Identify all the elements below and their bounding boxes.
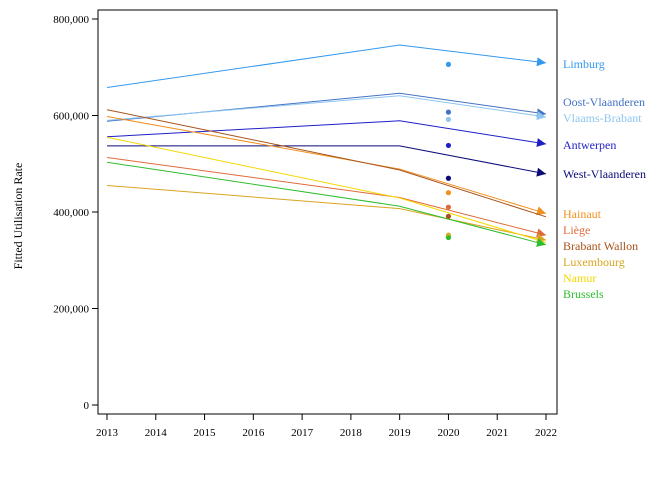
series-line-brabant-wallon [106,109,547,218]
series-label: Antwerpen [563,138,616,152]
x-tick-label: 2019 [389,427,412,439]
point-2020 [445,190,452,196]
x-tick-label: 2018 [340,427,363,439]
point-2020 [445,109,452,115]
plot-frame [97,9,558,415]
series-label: Oost-Vlaanderen [563,95,645,109]
series-label: Limburg [563,57,605,71]
points-layer [445,61,452,241]
series-arrowhead [536,138,546,148]
series-line-luxembourg [106,184,547,241]
y-axis-title: Fitted Utilisation Rate [11,163,25,270]
point-2020 [445,204,452,210]
series-line-hainaut [106,115,547,214]
series-label: West-Vlaanderen [563,167,646,181]
y-axis: 0 200,000 400,000 600,000 800,000 [53,14,98,412]
series-arrowhead [536,206,546,216]
series-label: Liège [563,223,590,237]
x-tick-label: 2014 [145,427,168,439]
series-arrowhead [536,57,546,67]
point-2020 [445,234,452,241]
y-tick-label: 800,000 [53,14,89,26]
series-layer [106,44,547,247]
series-labels: Limburg Oost-Vlaanderen Vlaams-Brabant Antw… [563,57,646,301]
x-tick-label: 2015 [194,427,217,439]
series-line-limburg [106,44,547,89]
series-line-west-vlaanderen [107,145,547,175]
series-label: Luxembourg [563,255,625,269]
series-label: Brussels [563,287,604,301]
y-tick-label: 600,000 [53,111,89,123]
series-label: Vlaams-Brabant [563,111,642,125]
x-tick-label: 2020 [437,427,460,439]
x-tick-label: 2021 [486,427,508,439]
series-label: Brabant Wallon [563,239,638,253]
series-arrowhead [536,111,546,121]
point-2020 [445,142,452,149]
series-line-vlaams-brabant [106,95,547,121]
series-arrowhead [536,238,546,247]
series-label: Hainaut [563,207,602,221]
series-arrowhead [536,167,546,177]
series-line-brussels [106,161,547,246]
x-tick-label: 2016 [242,427,265,439]
x-tick-label: 2017 [291,427,314,439]
y-tick-label: 400,000 [53,207,89,219]
x-tick-label: 2013 [96,427,119,439]
y-tick-label: 0 [84,400,90,412]
series-line-antwerpen [106,120,547,145]
series-line-li-ge [106,156,547,236]
x-tick-label: 2022 [535,427,557,439]
point-2020 [445,213,452,219]
series-line-namur [106,136,547,243]
series-label: Namur [563,271,596,285]
point-2020 [445,175,452,181]
point-2020 [445,116,452,122]
series-arrowhead [536,228,546,238]
point-2020 [445,61,452,67]
y-tick-label: 200,000 [53,304,89,316]
x-axis: 2013 2014 2015 2016 2017 2018 2019 2020 2021 2022 [96,414,557,439]
